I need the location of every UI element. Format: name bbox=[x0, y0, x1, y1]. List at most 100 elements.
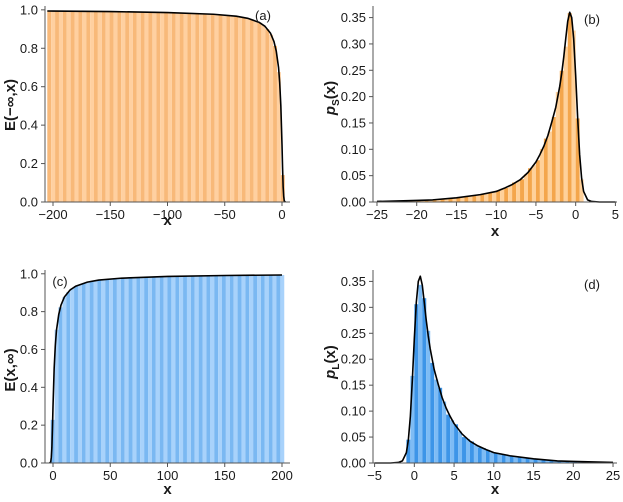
x-tick-label: 25 bbox=[606, 468, 620, 483]
histogram-bar bbox=[186, 276, 191, 463]
histogram-bar bbox=[535, 160, 540, 202]
y-tick-label: 0.20 bbox=[341, 89, 366, 104]
histogram-bar bbox=[129, 11, 133, 203]
histogram-bar bbox=[230, 15, 235, 202]
histogram-bar bbox=[167, 276, 172, 463]
histogram-bar bbox=[264, 275, 269, 463]
x-tick-label: 100 bbox=[157, 468, 179, 483]
histogram-bar bbox=[261, 25, 266, 203]
histogram-bar bbox=[62, 11, 67, 202]
histogram-bar bbox=[179, 276, 184, 463]
histogram-bar bbox=[458, 431, 463, 463]
panel-b: −25 −20 −15 −10 −5 0 5 0.00 0.05 0.10 0.15 0.20 0.25… bbox=[322, 6, 619, 240]
histogram-bar bbox=[280, 275, 285, 463]
histogram-bar bbox=[524, 174, 528, 202]
histogram-bar bbox=[551, 117, 556, 202]
histogram-bar bbox=[225, 275, 230, 463]
x-axis-label: x bbox=[491, 223, 500, 240]
histogram-bar bbox=[117, 11, 122, 202]
histogram-bar bbox=[565, 461, 570, 463]
histogram-bar bbox=[489, 452, 494, 463]
histogram-bars bbox=[376, 13, 584, 203]
histogram-bar bbox=[420, 200, 425, 202]
histogram-bar bbox=[492, 192, 497, 202]
histogram-bar bbox=[493, 453, 498, 463]
x-tick-label: 200 bbox=[271, 468, 293, 483]
histogram-bar bbox=[206, 14, 211, 203]
histogram-bar bbox=[276, 72, 281, 202]
histogram-bar bbox=[164, 12, 168, 203]
histogram-bar bbox=[496, 190, 501, 202]
x-tick-label: −200 bbox=[38, 207, 67, 222]
histogram-bar bbox=[448, 198, 453, 202]
y-tick-label: 0.2 bbox=[20, 418, 38, 433]
panel-d: −5 0 5 10 15 20 25 0.00 0.05 0.10 0.15 0.20 0.25 0.30… bbox=[322, 270, 620, 498]
histogram-bar bbox=[241, 17, 246, 202]
x-tick-label: −20 bbox=[406, 207, 428, 222]
y-tick-label: 0.35 bbox=[341, 274, 366, 289]
histogram-bar bbox=[268, 275, 273, 463]
x-axis-label: x bbox=[163, 481, 172, 498]
histogram-bar bbox=[508, 185, 513, 202]
x-tick-label: −25 bbox=[366, 207, 388, 222]
histogram-bar bbox=[276, 275, 281, 463]
y-tick-label: 0.10 bbox=[341, 404, 366, 419]
x-tick-label: 50 bbox=[103, 468, 117, 483]
histogram-bar bbox=[90, 11, 94, 203]
histogram-bar bbox=[500, 188, 505, 202]
histogram-bar bbox=[468, 195, 473, 202]
y-axis-label: E(x,∞) bbox=[2, 348, 19, 391]
x-tick-label: 150 bbox=[214, 468, 236, 483]
histogram-bar bbox=[190, 276, 195, 463]
histogram-bar bbox=[113, 11, 118, 202]
histogram-bar bbox=[406, 439, 411, 463]
histogram-bar bbox=[89, 281, 94, 463]
x-tick-label: −5 bbox=[367, 468, 382, 483]
histogram-bar bbox=[525, 457, 530, 463]
histogram-bar bbox=[269, 34, 274, 202]
histogram-bar bbox=[265, 29, 270, 202]
histogram-bar bbox=[125, 11, 130, 202]
histogram-bar bbox=[529, 458, 534, 463]
panel-label: (a) bbox=[255, 8, 271, 23]
histogram-bar bbox=[579, 179, 584, 202]
histogram-bar bbox=[183, 276, 187, 463]
x-tick-label: 20 bbox=[566, 468, 580, 483]
histogram-bar bbox=[171, 276, 176, 463]
y-tick-label: 0.15 bbox=[341, 115, 366, 130]
histogram-bar bbox=[136, 12, 141, 202]
y-tick-label: 0.8 bbox=[20, 41, 38, 56]
histogram-bar bbox=[553, 460, 558, 463]
histogram-bar bbox=[54, 329, 59, 463]
x-tick-label: 0 bbox=[278, 207, 285, 222]
histogram-bar bbox=[86, 11, 91, 203]
y-tick-label: 0.4 bbox=[20, 118, 38, 133]
histogram-bars bbox=[47, 11, 285, 203]
histogram-bar bbox=[575, 118, 580, 202]
histogram-bar bbox=[179, 13, 184, 202]
histogram-bar bbox=[438, 387, 443, 463]
histogram-bar bbox=[513, 456, 518, 463]
x-tick-label: 0 bbox=[411, 468, 418, 483]
x-tick-label: 15 bbox=[526, 468, 540, 483]
histogram-bar bbox=[144, 12, 149, 203]
histogram-bar bbox=[476, 195, 481, 202]
histogram-bar bbox=[464, 196, 469, 202]
histogram-bar bbox=[159, 276, 164, 463]
histogram-bar bbox=[416, 200, 421, 202]
theory-curve bbox=[376, 11, 616, 203]
histogram-bar bbox=[501, 454, 506, 463]
histogram-bar bbox=[191, 13, 196, 203]
histogram-bar bbox=[128, 277, 133, 463]
y-tick-label: 0.00 bbox=[341, 456, 366, 471]
histogram-bar bbox=[101, 11, 106, 202]
histogram-bar bbox=[160, 12, 165, 202]
y-tick-label: 0.10 bbox=[341, 142, 366, 157]
histogram-bar bbox=[210, 275, 215, 463]
histogram-bar bbox=[249, 19, 254, 203]
histogram-bar bbox=[414, 304, 419, 463]
histogram-bar bbox=[132, 277, 137, 463]
histogram-bar bbox=[517, 457, 522, 463]
histogram-bar bbox=[171, 12, 176, 202]
y-axis-label: pS(x) bbox=[322, 81, 342, 116]
